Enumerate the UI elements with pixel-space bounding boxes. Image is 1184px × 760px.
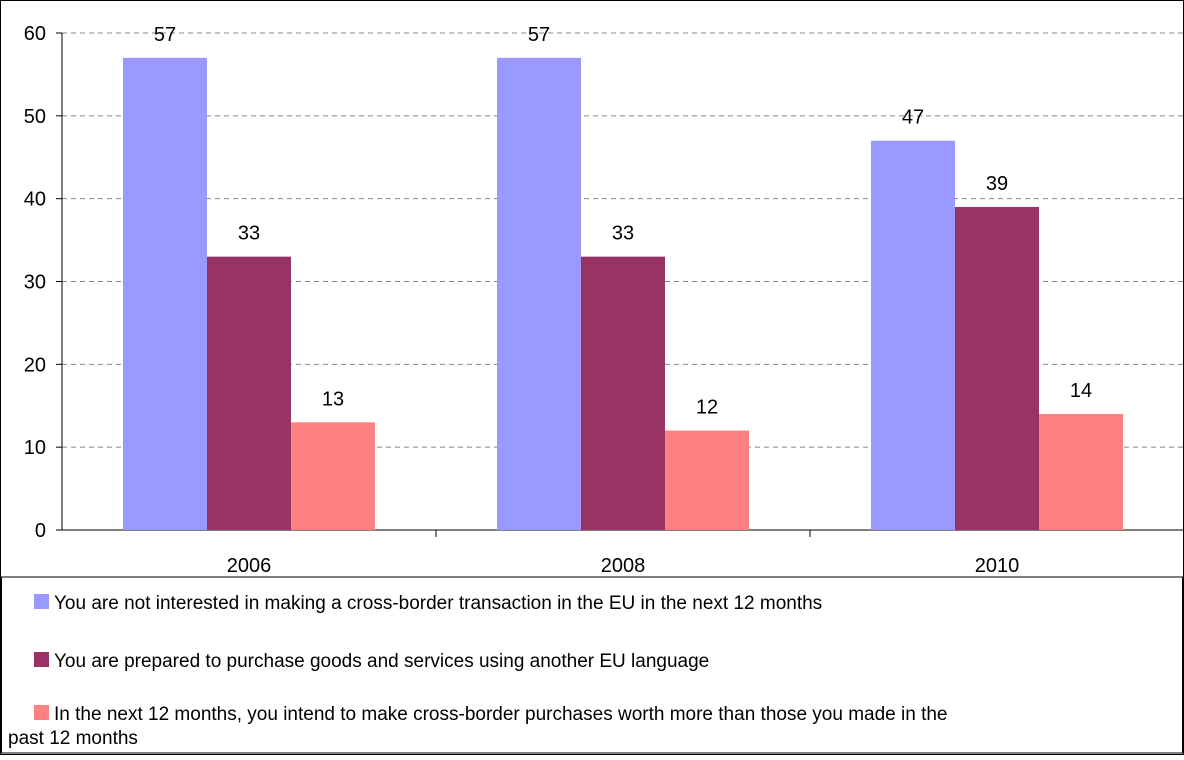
legend-label: In the next 12 months, you intend to mak… <box>8 704 948 749</box>
data-label: 12 <box>696 397 718 419</box>
y-tick-label: 20 <box>24 354 46 376</box>
data-label: 14 <box>1070 380 1092 402</box>
data-label: 57 <box>154 24 176 46</box>
data-label: 47 <box>902 107 924 129</box>
data-label: 33 <box>238 223 260 245</box>
data-label: 33 <box>612 223 634 245</box>
data-label: 13 <box>322 388 344 410</box>
legend-swatch <box>34 652 49 667</box>
x-category-label: 2008 <box>601 555 646 577</box>
bar <box>955 206 1039 530</box>
data-label: 57 <box>528 24 550 46</box>
bar <box>581 256 665 530</box>
legend-label: You are prepared to purchase goods and s… <box>54 651 709 672</box>
legend-label-line: In the next 12 months, you intend to mak… <box>54 704 948 725</box>
x-category-label: 2010 <box>975 555 1020 577</box>
legend-swatch <box>34 705 49 720</box>
data-label: 39 <box>986 173 1008 195</box>
y-tick-label: 30 <box>24 272 46 294</box>
bar <box>1039 414 1123 530</box>
bar <box>291 422 375 530</box>
y-tick-label: 50 <box>24 106 46 128</box>
legend-swatch <box>34 594 49 609</box>
y-tick-label: 10 <box>24 437 46 459</box>
y-tick-label: 60 <box>24 23 46 45</box>
bar <box>871 140 955 530</box>
legend-label: You are not interested in making a cross… <box>54 593 822 614</box>
y-tick-label: 40 <box>24 189 46 211</box>
bar <box>123 57 207 530</box>
legend-box <box>1 576 1183 754</box>
bar <box>207 256 291 530</box>
x-category-label: 2006 <box>227 555 272 577</box>
y-tick-label: 0 <box>35 520 46 542</box>
bar <box>665 430 749 530</box>
legend-label-line: past 12 months <box>8 728 138 749</box>
bar <box>497 57 581 530</box>
